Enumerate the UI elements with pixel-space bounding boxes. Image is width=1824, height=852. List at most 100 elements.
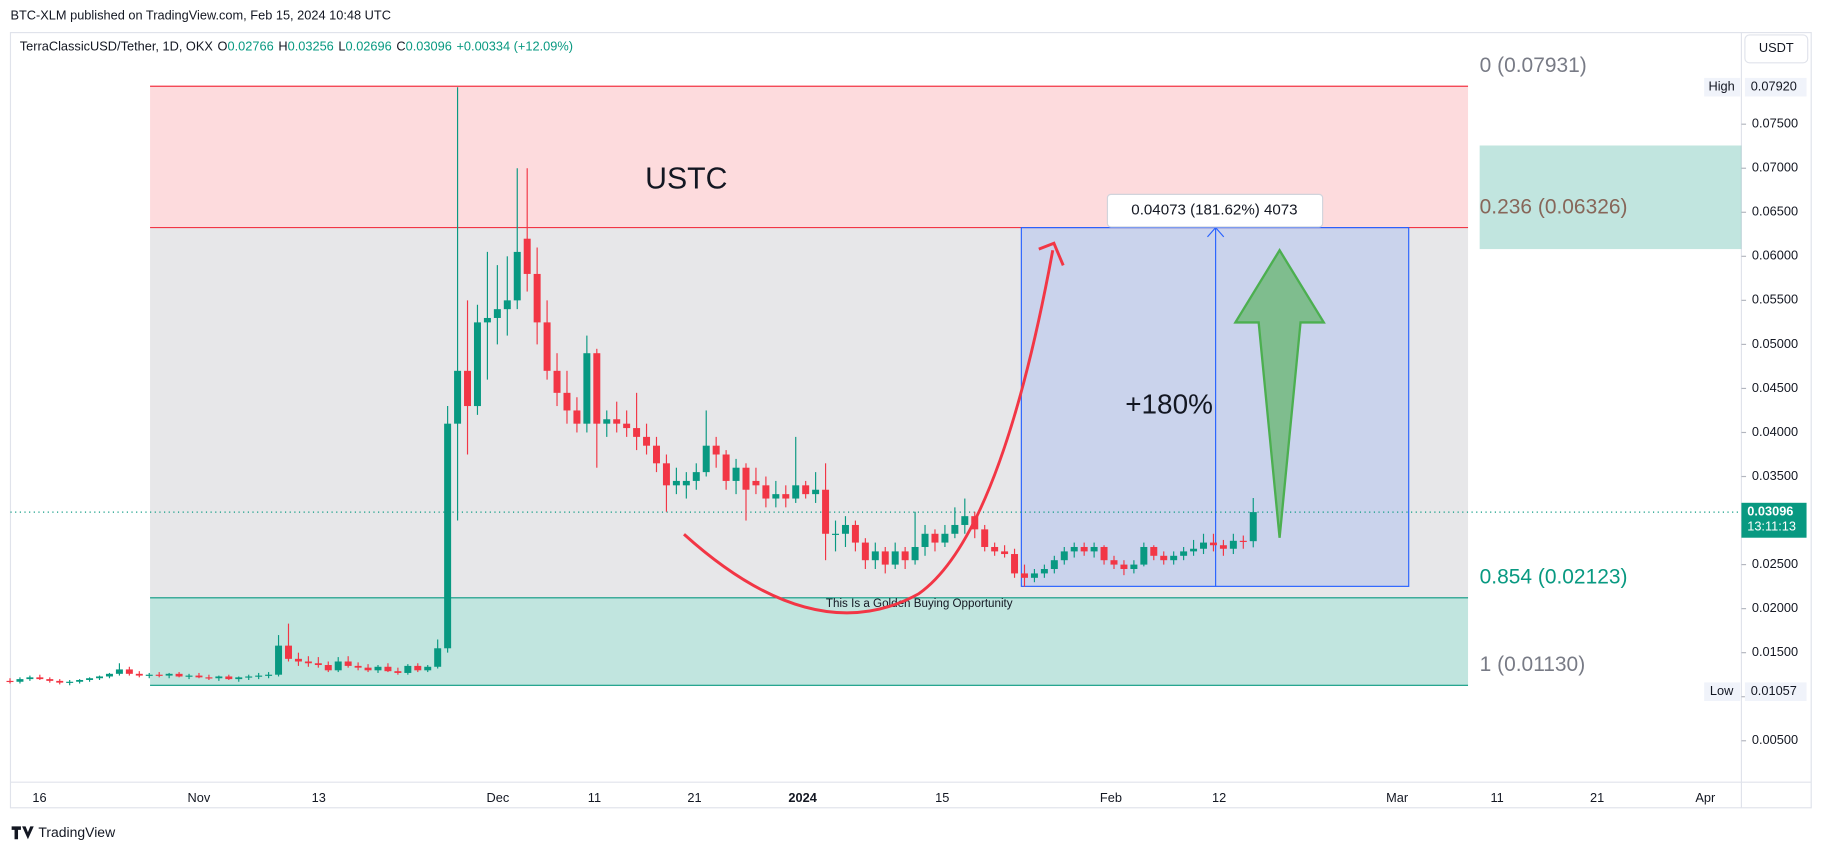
candle-body xyxy=(891,551,899,565)
candle-body xyxy=(742,467,750,490)
candle-body xyxy=(563,392,571,411)
last-price-value: 0.03096 xyxy=(1747,503,1793,518)
candle-body xyxy=(851,524,859,543)
candle-body xyxy=(583,353,591,424)
candle-body xyxy=(1110,560,1118,565)
candle-body xyxy=(812,489,820,495)
candle-body xyxy=(1100,546,1108,561)
x-tick-label: 2024 xyxy=(788,790,817,805)
pane-border xyxy=(9,32,1812,809)
candle-body xyxy=(444,423,452,649)
candle-body xyxy=(414,665,422,671)
candle-body xyxy=(901,551,909,561)
x-tick-label: Apr xyxy=(1695,790,1716,805)
candle-body xyxy=(593,353,601,424)
candle-body xyxy=(473,322,481,407)
cup-curve xyxy=(683,249,1055,615)
candle-body xyxy=(175,673,183,677)
legend-value: 0.02766 xyxy=(228,39,274,54)
logo-text: TradingView xyxy=(38,824,116,840)
candle-body xyxy=(841,524,849,534)
measure-arrowhead xyxy=(1207,226,1225,238)
candle-body xyxy=(1209,542,1217,546)
candle-body xyxy=(1040,569,1048,574)
candle-body xyxy=(235,677,243,680)
candle-body xyxy=(1120,564,1128,570)
legend-change: +0.00334 (+12.09%) xyxy=(456,39,573,54)
fib-label: 0 (0.07931) xyxy=(1480,54,1587,77)
x-tick-label: 13 xyxy=(312,790,326,805)
y-tick-label: 0.05000 xyxy=(1752,336,1798,351)
x-tick-label: 16 xyxy=(32,790,46,805)
candle-body xyxy=(205,677,213,679)
candle-body xyxy=(86,678,94,680)
candle-body xyxy=(334,661,342,671)
candle-body xyxy=(145,674,153,676)
fib-zone xyxy=(150,227,1469,598)
x-tick-label: 21 xyxy=(687,790,701,805)
candle-body xyxy=(245,676,253,678)
logo-icon xyxy=(11,826,34,840)
price-label-name: Low xyxy=(1710,683,1734,698)
candle-body xyxy=(424,666,432,671)
candle-body xyxy=(931,533,939,543)
x-tick-label: 15 xyxy=(935,790,949,805)
fib-label: 0.236 (0.06326) xyxy=(1480,195,1628,218)
candle-body xyxy=(275,645,283,675)
candle-body xyxy=(314,663,322,666)
candle-body xyxy=(493,309,501,318)
candle-body xyxy=(255,675,263,677)
candle-body xyxy=(195,675,203,678)
candle-body xyxy=(533,273,541,323)
legend-key: H xyxy=(278,39,287,54)
x-tick-label: 12 xyxy=(1212,790,1226,805)
y-tick-label: 0.02500 xyxy=(1752,556,1798,571)
candle-body xyxy=(762,485,770,499)
candle-body xyxy=(682,480,690,486)
candle-body xyxy=(672,480,680,486)
note-annotation: This Is a Golden Buying Opportunity xyxy=(826,597,1013,610)
candle-body xyxy=(1190,548,1198,552)
candle-body xyxy=(712,445,720,455)
candle-body xyxy=(36,677,44,680)
candle-body xyxy=(364,667,372,671)
candle-body xyxy=(921,533,929,547)
y-tick-label: 0.07000 xyxy=(1752,160,1798,175)
candle-body xyxy=(125,669,133,674)
candle-body xyxy=(464,370,472,407)
legend-key: O xyxy=(218,39,228,54)
candle-body xyxy=(1239,540,1247,542)
currency-label[interactable]: USDT xyxy=(1759,40,1794,55)
candle-body xyxy=(215,676,223,679)
price-label-name-box xyxy=(1704,682,1741,702)
candle-body xyxy=(652,445,660,464)
candle-body xyxy=(1001,551,1009,555)
legend-value: 0.03256 xyxy=(288,39,334,54)
candle-body xyxy=(1030,573,1038,578)
y-tick-label: 0.01500 xyxy=(1752,644,1798,659)
candle-body xyxy=(523,238,531,274)
candle-body xyxy=(105,673,113,677)
candle-body xyxy=(115,669,123,674)
candle-body xyxy=(66,681,74,683)
candle-body xyxy=(1170,555,1178,561)
candle-body xyxy=(483,317,491,323)
candle-body xyxy=(96,676,104,679)
candle-body xyxy=(951,524,959,534)
x-tick-label: 21 xyxy=(1590,790,1604,805)
candle-body xyxy=(1249,512,1257,542)
candle-body xyxy=(613,419,621,424)
candle-body xyxy=(871,551,879,561)
candle-body xyxy=(46,679,54,681)
x-tick-label: Feb xyxy=(1100,790,1122,805)
currency-button[interactable] xyxy=(1744,34,1809,64)
y-tick-label: 0.05500 xyxy=(1752,292,1798,307)
candle-body xyxy=(1200,542,1208,549)
candle-body xyxy=(623,423,631,429)
y-tick-label: 0.06000 xyxy=(1752,248,1798,263)
candle-body xyxy=(543,322,551,371)
candle-body xyxy=(1080,546,1088,552)
candle-body xyxy=(662,463,670,486)
candle-body xyxy=(941,533,949,543)
